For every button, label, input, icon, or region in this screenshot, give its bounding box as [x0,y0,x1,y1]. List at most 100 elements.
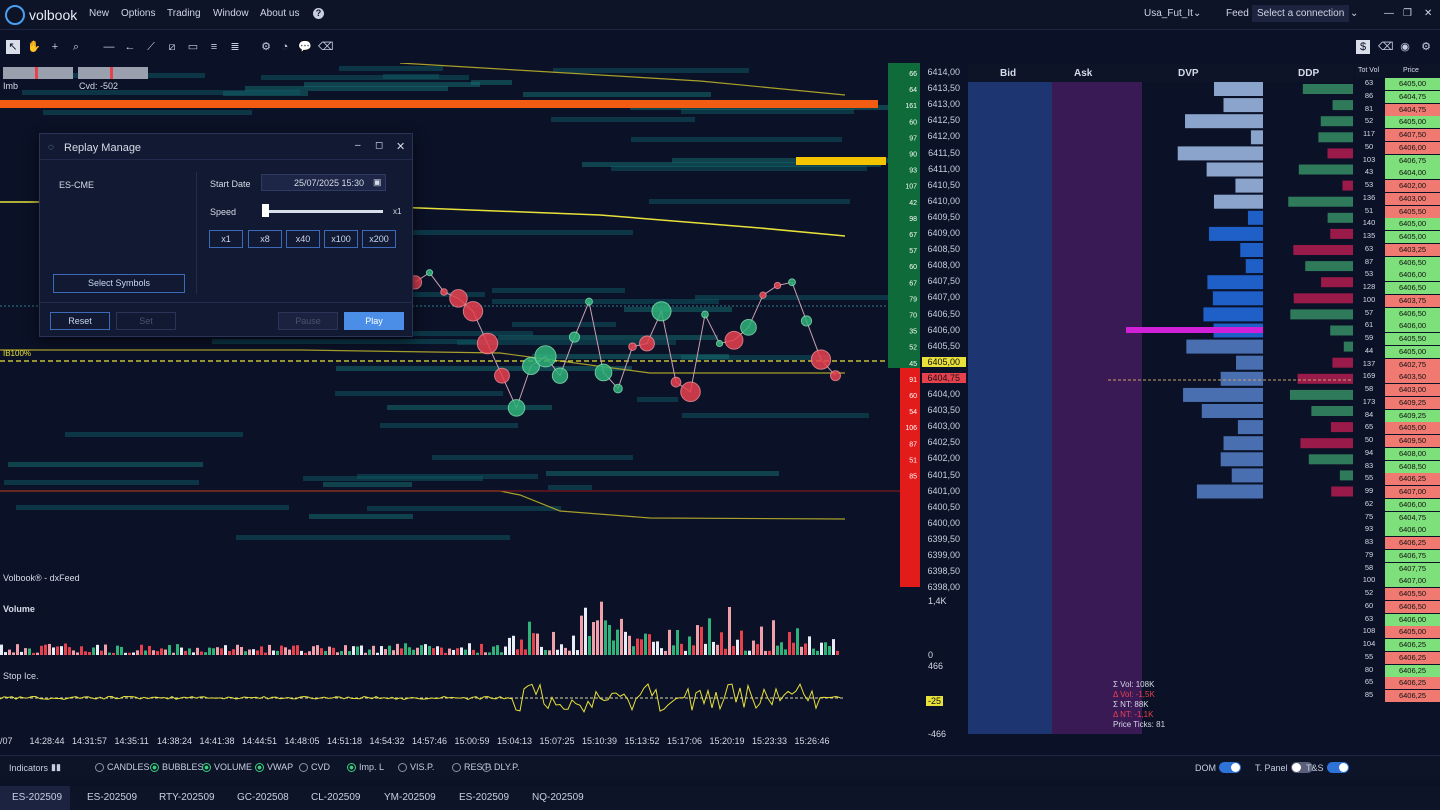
indicators-button[interactable]: Indicators ▮▮ [9,762,61,773]
menu-trading[interactable]: Trading [167,8,201,19]
tpanel-toggle[interactable]: T. Panel [1255,762,1313,773]
option-bubbles[interactable]: BUBBLES [150,762,204,772]
ts-toggle[interactable]: T&S [1306,762,1349,773]
volume-bar [264,652,267,655]
lines-icon[interactable]: ≡ [210,41,218,53]
menu-about[interactable]: About us [260,8,300,19]
maximize-icon[interactable]: ◻ [375,140,384,151]
ladder-totvol: 83 [1364,460,1374,470]
volume-bar [268,644,271,655]
tab-ym[interactable]: YM-202509 [384,792,436,803]
symbol-item[interactable]: ES-CME [59,180,95,190]
connection-select[interactable]: Select a connection [1252,5,1350,22]
select-symbols-button[interactable]: Select Symbols [53,274,185,293]
tab-nq[interactable]: NQ-202509 [532,792,584,803]
account-select[interactable]: Usa_Fut_It [1144,8,1193,19]
radio-icon[interactable] [482,762,491,772]
tpanel-toggle-label: T. Panel [1255,762,1288,773]
alert-icon[interactable]: ◔ [281,41,289,53]
dollar-icon[interactable]: $ [1356,40,1370,54]
reset-button[interactable]: Reset [50,312,110,330]
minimize-icon[interactable]: – [355,140,361,151]
tab-rty[interactable]: RTY-202509 [159,792,215,803]
option-visp[interactable]: VIS.P. [398,762,434,772]
trendline-icon[interactable]: ⟋ [147,41,155,53]
speed-x1-button[interactable]: x1 [209,230,243,248]
radio-icon[interactable] [150,762,159,772]
menu-window[interactable]: Window [213,8,249,19]
close-icon[interactable]: ✕ [396,141,406,153]
toggle-switch[interactable] [1290,762,1313,773]
fib-icon[interactable]: ≣ [230,41,240,53]
speed-x100-button[interactable]: x100 [324,230,358,248]
cursor-icon[interactable]: ↖ [6,40,20,54]
start-date-field[interactable]: 25/07/2025 15:30 ▣ [261,174,386,191]
chevron-down-icon[interactable]: ⌄ [1350,8,1359,19]
radio-icon[interactable] [398,762,407,772]
eraser-icon[interactable]: ⌫ [1378,41,1394,53]
menu-options[interactable]: Options [121,8,156,19]
record-icon[interactable]: ◉ [1400,41,1410,53]
close-icon[interactable]: ✕ [1424,8,1433,19]
tab-es-1[interactable]: ES-202509 [12,792,63,803]
speed-x200-button[interactable]: x200 [362,230,396,248]
set-button[interactable]: Set [116,312,176,330]
zoom-icon[interactable]: ⌕ [72,41,80,53]
ladder-totvol: 53 [1364,180,1374,189]
minimize-icon[interactable]: — [1384,8,1394,19]
calendar-icon[interactable]: ▣ [373,177,382,187]
tab-gc[interactable]: GC-202508 [237,792,289,803]
speed-x40-button[interactable]: x40 [286,230,320,248]
trade-bubble [800,315,813,327]
app-name: volbook [29,7,78,23]
speed-slider-handle[interactable] [262,204,269,217]
ask-column[interactable] [1052,82,1142,734]
maximize-icon[interactable]: ❐ [1403,8,1412,19]
volume-bar [172,652,175,655]
radio-icon[interactable] [299,762,308,772]
menu-new[interactable]: New [89,8,110,19]
bid-column[interactable] [968,82,1052,734]
settings-icon[interactable]: ⚙ [261,41,271,53]
option-resp[interactable]: RES.P. [452,762,492,772]
tab-cl[interactable]: CL-202509 [311,792,361,803]
tab-es-2[interactable]: ES-202509 [87,792,138,803]
volume-bar [712,641,715,655]
speed-slider[interactable] [262,210,383,213]
radio-icon[interactable] [347,762,356,772]
help-icon[interactable]: ? [313,8,324,19]
dom-toggle[interactable]: DOM [1195,762,1241,773]
eraser-icon[interactable]: ⌫ [318,41,334,53]
ruler-icon[interactable]: ⧄ [168,41,176,53]
option-dlyp[interactable]: DLY.P. [482,762,520,772]
gear-icon[interactable]: ⚙ [1421,41,1431,53]
toggle-switch[interactable] [1326,762,1349,773]
ray-icon[interactable]: ← [124,41,136,53]
radio-icon[interactable] [255,762,264,772]
option-candles[interactable]: CANDLES [95,762,150,772]
chevron-down-icon[interactable]: ⌄ [1193,8,1202,19]
rectangle-icon[interactable]: ▭ [187,41,199,53]
depth-count: 45 [909,361,917,368]
pause-button[interactable]: Pause [278,312,338,330]
hline-icon[interactable]: — [103,41,115,53]
crosshair-icon[interactable]: + [51,41,59,53]
app-logo[interactable]: volbook [5,5,77,25]
radio-icon[interactable] [202,762,211,772]
option-vwap[interactable]: VWAP [255,762,293,772]
comment-icon[interactable]: 💬 [298,41,312,53]
option-cvd[interactable]: CVD [299,762,330,772]
tab-es-3[interactable]: ES-202509 [459,792,510,803]
play-button[interactable]: Play [344,312,404,330]
radio-icon[interactable] [452,762,461,772]
toggle-switch[interactable] [1219,762,1241,773]
hand-icon[interactable]: ✋ [27,41,41,53]
ladder-price: 6406,25 [1385,690,1440,702]
volume-bar [240,646,243,655]
speed-x8-button[interactable]: x8 [248,230,282,248]
option-impl[interactable]: Imp. L [347,762,384,772]
time-tick: 14:35:11 [114,736,149,746]
bubble-chart[interactable]: 66 64 161 60 97 90 93 107 42 98 67 57 60 67 79 70 35 52 45… [0,63,920,587]
radio-icon[interactable] [95,762,104,772]
option-volume[interactable]: VOLUME [202,762,252,772]
